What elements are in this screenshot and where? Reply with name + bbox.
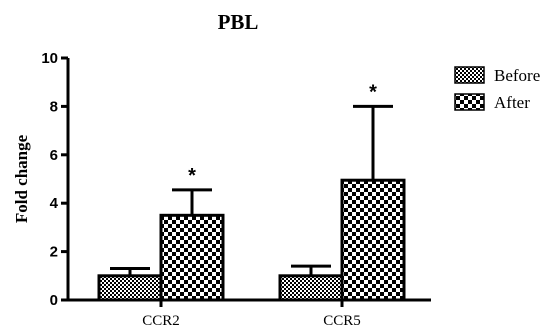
legend-swatch-after <box>454 93 485 111</box>
y-axis-title: Fold change <box>12 134 31 223</box>
bar-after-ccr2 <box>159 213 225 302</box>
bar-before-ccr2 <box>97 274 163 302</box>
legend-swatch-before <box>454 66 485 84</box>
bar-before-ccr5 <box>278 274 344 302</box>
legend: Before After <box>454 66 540 112</box>
legend-label-after: After <box>494 93 530 112</box>
x-tick-label: CCR5 <box>323 313 361 328</box>
x-axis: CCR2 CCR5 <box>66 298 431 328</box>
bar-after-ccr5 <box>340 178 406 302</box>
y-axis: 0 2 4 6 8 10 <box>41 50 70 309</box>
x-tick-label: CCR2 <box>142 313 180 328</box>
y-tick-label: 10 <box>41 50 58 67</box>
bars-group: ** <box>97 81 406 302</box>
y-tick-label: 6 <box>50 147 58 164</box>
significance-marker: * <box>188 165 196 187</box>
y-tick-label: 0 <box>50 292 58 309</box>
legend-label-before: Before <box>494 66 540 85</box>
significance-marker: * <box>369 81 377 103</box>
y-tick-label: 2 <box>50 244 58 261</box>
y-tick-label: 8 <box>50 98 58 115</box>
y-tick-label: 4 <box>50 195 59 212</box>
chart-title: PBL <box>218 10 259 34</box>
